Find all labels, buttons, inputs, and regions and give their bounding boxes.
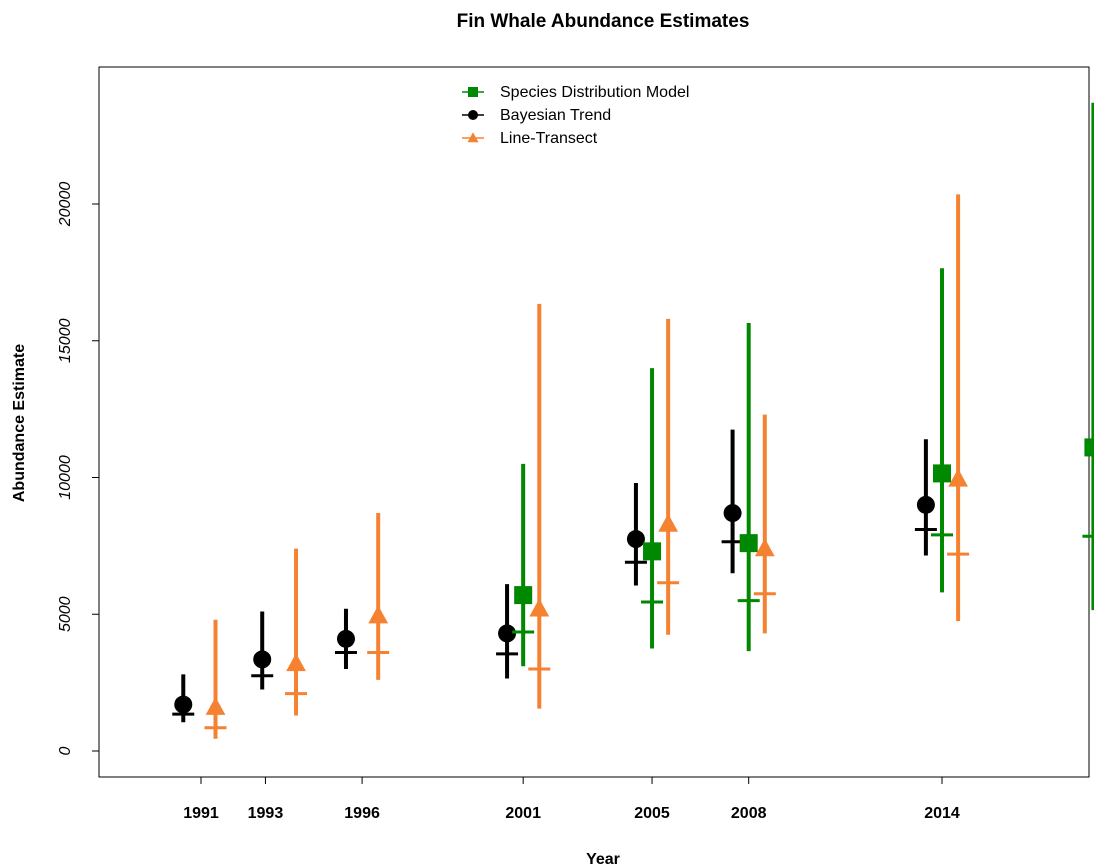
chart-title: Fin Whale Abundance Estimates <box>457 11 750 32</box>
data-point <box>285 548 308 716</box>
square-marker <box>468 87 478 97</box>
x-axis-title: Year <box>586 851 620 867</box>
legend-label: Line-Transect <box>500 130 598 147</box>
data-point <box>172 674 195 723</box>
x-tick-label: 2001 <box>505 805 541 822</box>
triangle-marker <box>529 598 550 617</box>
data-point <box>914 439 937 556</box>
y-tick-label: 10000 <box>57 455 74 500</box>
triangle-marker <box>368 605 389 624</box>
data-point <box>251 611 274 690</box>
square-marker <box>1084 438 1094 457</box>
y-tick-label: 20000 <box>57 182 74 228</box>
data-marks <box>172 102 1094 739</box>
data-point <box>624 482 647 586</box>
legend-label: Bayesian Trend <box>500 107 611 124</box>
data-point <box>657 318 680 635</box>
series-line-transect <box>204 194 970 739</box>
data-point <box>931 268 953 593</box>
x-tick-label: 2005 <box>634 805 670 822</box>
legend-label: Species Distribution Model <box>500 84 689 101</box>
triangle-marker <box>467 132 479 143</box>
series-species-distribution-model <box>512 102 1094 667</box>
circle-marker <box>336 629 355 648</box>
data-point <box>737 322 760 652</box>
data-point <box>641 368 664 649</box>
x-tick-label: 1993 <box>248 805 284 822</box>
data-point <box>512 463 535 667</box>
triangle-marker <box>286 653 306 672</box>
data-point <box>1082 102 1094 611</box>
circle-marker <box>916 495 935 514</box>
y-tick-label: 5000 <box>57 596 74 632</box>
data-point <box>528 303 551 709</box>
square-marker <box>739 534 758 553</box>
triangle-marker <box>948 468 969 487</box>
circle-marker <box>498 624 517 643</box>
data-point <box>721 429 744 574</box>
legend-item: Line-Transect <box>462 130 598 147</box>
circle-marker <box>468 110 478 120</box>
square-marker <box>933 464 951 483</box>
series-bayesian-trend <box>172 429 937 723</box>
y-tick-label: 15000 <box>57 318 74 363</box>
legend-item: Species Distribution Model <box>462 84 689 101</box>
x-tick-label: 1996 <box>344 805 380 822</box>
y-axis-title: Abundance Estimate <box>11 344 28 502</box>
x-tick-label: 2008 <box>731 805 767 822</box>
x-tick-label: 1991 <box>183 805 219 822</box>
legend-item: Bayesian Trend <box>462 107 611 124</box>
square-marker <box>514 586 533 605</box>
x-tick-label: 2014 <box>924 805 960 822</box>
data-point <box>204 619 227 739</box>
legend: Species Distribution Model Bayesian Trend… <box>462 84 689 147</box>
circle-marker <box>174 695 193 714</box>
triangle-marker <box>658 513 679 532</box>
data-point <box>334 608 357 669</box>
data-point <box>947 194 970 622</box>
triangle-marker <box>205 696 226 715</box>
data-point <box>367 513 390 680</box>
data-point <box>496 584 519 679</box>
data-point <box>753 414 776 634</box>
triangle-marker <box>754 538 775 557</box>
y-axis: 0 5000 10000 15000 20000 <box>57 182 100 755</box>
y-tick-label: 0 <box>57 746 74 755</box>
x-axis: 1991 1993 1996 2001 2005 2008 2014 <box>183 777 960 822</box>
circle-marker <box>253 650 272 669</box>
circle-marker <box>626 530 645 549</box>
square-marker <box>643 542 662 561</box>
circle-marker <box>723 504 742 523</box>
